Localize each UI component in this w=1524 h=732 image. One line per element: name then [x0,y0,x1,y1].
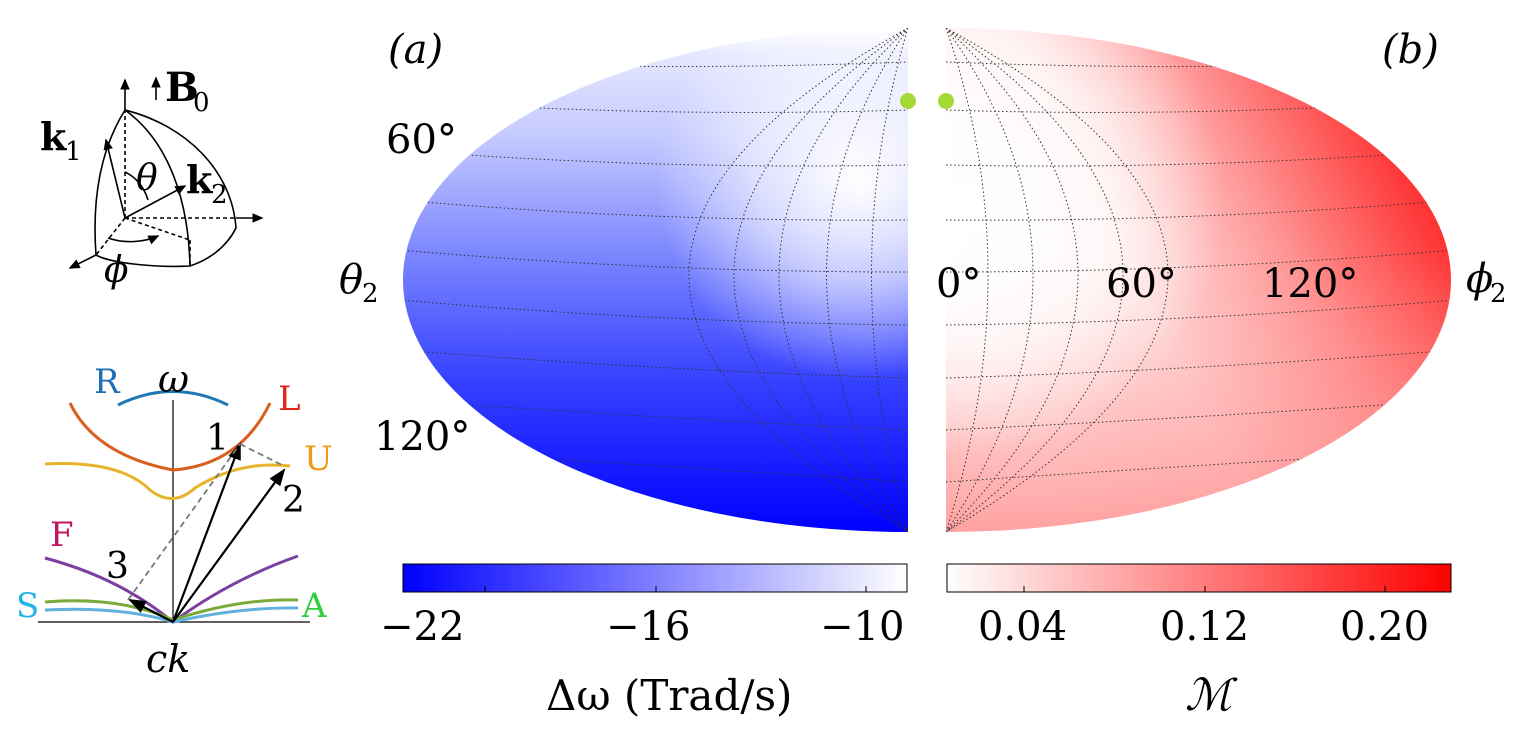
phi2-subscript: 2 [1490,279,1507,309]
phi2-symbol: ϕ [1466,256,1493,302]
marker-left [900,93,916,109]
colorbar-left-tick-2: −16 [606,604,690,650]
map-left-glow [403,28,908,532]
arrow-label-1: 1 [206,418,229,459]
dispersion-omega-label: ω [158,357,189,401]
phi2-axis-label: ϕ 2 [1466,256,1507,309]
map-right-grid [946,28,1451,532]
k2-subscript: 2 [211,180,228,210]
theta-tick-60: 60° [386,117,457,163]
branch-label-A: A [301,586,327,626]
colorbar-left-tick-3: −10 [820,604,904,650]
b0-subscript: 0 [193,88,210,118]
curve-F [44,554,299,624]
colorbar-right-bar [946,563,1452,593]
branch-label-L: L [278,379,301,419]
arrow-3 [128,598,174,623]
curve-L [68,402,272,472]
map-right-m [946,28,1451,532]
curve-R [117,390,229,407]
colorbar-left-tick-1: −22 [380,604,464,650]
phi-tick-120: 120° [1262,261,1358,307]
k1-subscript: 1 [65,137,82,167]
branch-label-S: S [16,586,39,626]
colorbar-right-tick-1: 0.04 [978,604,1067,650]
branch-label-F: F [50,515,74,555]
panel-label-a: (a) [388,27,443,73]
phi-symbol: ϕ [104,250,129,291]
colorbar-right-tick-3: 0.20 [1340,604,1429,650]
theta2-subscript: 2 [362,279,379,309]
theta-symbol: θ [136,158,158,199]
k1-symbol: k [40,114,67,159]
arrow-label-2: 2 [282,480,305,521]
curve-U [44,462,291,500]
marker-right [938,93,954,109]
colorbar-left-bar [402,563,908,593]
theta-tick-120: 120° [374,414,470,460]
arrow-1 [171,441,242,623]
colorbar-left-label: Δω (Trad/s) [546,671,792,720]
inset-geometry [68,76,264,269]
branch-label-U: U [304,439,333,479]
k2-symbol: k [186,157,213,202]
inset-geometry-labels: B 0 k 1 k 2 θ ϕ [40,64,228,291]
theta2-symbol: θ [339,257,363,303]
arrow-2 [172,468,286,623]
arrow-label-3: 3 [106,546,129,587]
octant-outline [94,109,237,268]
phi-tick-0: 0° [936,261,981,307]
map-left-grid [403,28,908,532]
colorbar-right-tick-2: 0.12 [1160,604,1249,650]
octant-inner-arc [124,109,191,267]
colorbar-right-label: ℳ [1185,670,1238,721]
panel-label-b: (b) [1382,27,1439,73]
dispersion-ck-label: ck [146,637,190,681]
map-right-glow [946,28,1451,532]
phi-tick-60: 60° [1106,261,1177,307]
theta2-axis-label: θ 2 [339,257,379,309]
colorbar-right: 0.04 0.12 0.20 ℳ [946,563,1452,721]
branch-label-R: R [94,362,121,402]
colorbar-left: −22 −16 −10 Δω (Trad/s) [380,563,908,720]
b0-symbol: B [165,64,199,111]
inset-dispersion: ω ck R L U F S A 1 2 3 [16,357,333,681]
map-left-delta-omega [403,28,908,532]
